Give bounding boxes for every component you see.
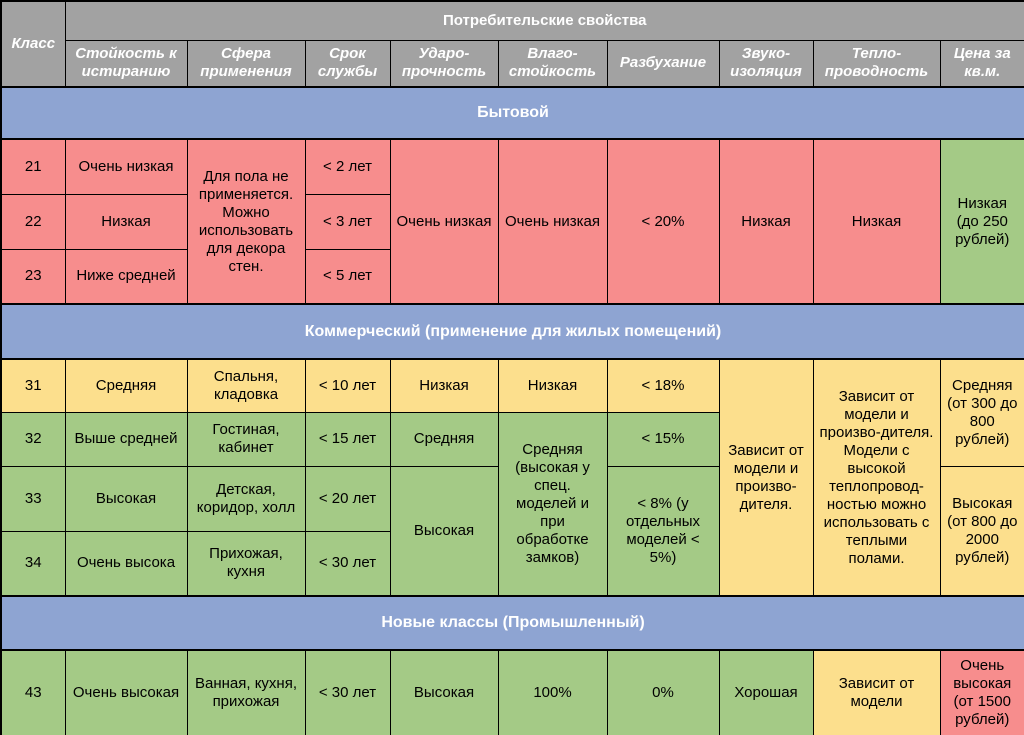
- cell-r34-lifespan: < 30 лет: [304, 530, 391, 597]
- table-row: 21 Очень низкая Для пола не применяется.…: [0, 138, 1024, 305]
- header-group-consumer-properties: Потребительские свойства: [64, 0, 1024, 41]
- header-col-abrasion: Стойкость к истиранию: [64, 39, 188, 88]
- cell-r32-moisture: Средняя (высокая у спец. моделей и при о…: [497, 411, 608, 597]
- cell-r31-class: 31: [0, 358, 66, 413]
- cell-r32-lifespan: < 15 лет: [304, 411, 391, 467]
- cell-r33-scope: Детская, коридор, холл: [186, 465, 306, 532]
- cell-r32-scope: Гостиная, кабинет: [186, 411, 306, 467]
- section-row-commercial: Коммерческий (применение для жилых помещ…: [0, 303, 1024, 360]
- table-row: 43 Очень высокая Ванная, кухня, прихожая…: [0, 649, 1024, 735]
- cell-r21-swelling: < 20%: [606, 138, 720, 305]
- cell-r43-sound: Хорошая: [718, 649, 814, 735]
- cell-r32-impact: Средняя: [389, 411, 499, 467]
- cell-r21-thermal: Низкая: [812, 138, 941, 305]
- cell-r31-scope: Спальня, кладовка: [186, 358, 306, 413]
- header-col-sound: Звуко-изоляция: [718, 39, 814, 88]
- header-class: Класс: [0, 0, 66, 88]
- section-row-industrial: Новые классы (Промышленный): [0, 595, 1024, 651]
- cell-r33-abrasion: Высокая: [64, 465, 188, 532]
- cell-r31-sound: Зависит от модели и произво-дителя.: [718, 358, 814, 597]
- table-row: 34 Очень высока Прихожая, кухня < 30 лет: [0, 530, 1024, 597]
- cell-r33-price: Высокая (от 800 до 2000 рублей): [939, 465, 1024, 597]
- cell-r43-thermal: Зависит от модели: [812, 649, 941, 735]
- cell-r43-scope: Ванная, кухня, прихожая: [186, 649, 306, 735]
- cell-r43-impact: Высокая: [389, 649, 499, 735]
- cell-r34-class: 34: [0, 530, 66, 597]
- cell-r31-abrasion: Средняя: [64, 358, 188, 413]
- cell-r21-moisture: Очень низкая: [497, 138, 608, 305]
- cell-r21-abrasion: Очень низкая: [64, 138, 188, 195]
- header-col-thermal: Тепло-проводность: [812, 39, 941, 88]
- section-row-household: Бытовой: [0, 86, 1024, 140]
- cell-r34-abrasion: Очень высока: [64, 530, 188, 597]
- cell-r34-scope: Прихожая, кухня: [186, 530, 306, 597]
- header-row-group: Класс Потребительские свойства: [0, 0, 1024, 88]
- cell-r43-swelling: 0%: [606, 649, 720, 735]
- cell-r22-class: 22: [0, 193, 66, 250]
- cell-r33-impact: Высокая: [389, 465, 499, 597]
- header-row-columns: Стойкость к истиранию Сфера применения С…: [1, 39, 1024, 88]
- cell-r43-moisture: 100%: [497, 649, 608, 735]
- cell-r31-thermal: Зависит от модели и произво-дителя. Моде…: [812, 358, 941, 597]
- table-row: 31 Средняя Спальня, кладовка < 10 лет Ни…: [0, 358, 1024, 597]
- cell-r22-lifespan: < 3 лет: [304, 193, 391, 250]
- cell-r33-lifespan: < 20 лет: [304, 465, 391, 532]
- cell-r21-impact: Очень низкая: [389, 138, 499, 305]
- cell-r22-abrasion: Низкая: [64, 193, 188, 250]
- cell-r43-lifespan: < 30 лет: [304, 649, 391, 735]
- cell-r21-class: 21: [0, 138, 66, 195]
- cell-r32-swelling: < 15%: [606, 411, 720, 467]
- cell-r31-lifespan: < 10 лет: [304, 358, 391, 413]
- table-row: 22 Низкая < 3 лет: [0, 193, 1024, 250]
- cell-r31-moisture: Низкая: [497, 358, 608, 413]
- table-row: 23 Ниже средней < 5 лет: [0, 248, 1024, 305]
- table-row: 33 Высокая Детская, коридор, холл < 20 л…: [0, 465, 1024, 597]
- cell-r23-abrasion: Ниже средней: [64, 248, 188, 305]
- cell-r32-abrasion: Выше средней: [64, 411, 188, 467]
- table-row: 32 Выше средней Гостиная, кабинет < 15 л…: [0, 411, 1024, 597]
- cell-r33-class: 33: [0, 465, 66, 532]
- header-col-moisture: Влаго-стойкость: [497, 39, 608, 88]
- cell-r23-class: 23: [0, 248, 66, 305]
- cell-r21-price: Низкая (до 250 рублей): [939, 138, 1024, 305]
- cell-r21-lifespan: < 2 лет: [304, 138, 391, 195]
- cell-r21-scope: Для пола не применяется. Можно использов…: [186, 138, 306, 305]
- cell-r31-swelling: < 18%: [606, 358, 720, 413]
- cell-r33-swelling: < 8% (у отдельных моделей < 5%): [606, 465, 720, 597]
- cell-r23-lifespan: < 5 лет: [304, 248, 391, 305]
- cell-r31-impact: Низкая: [389, 358, 499, 413]
- header-col-price: Цена за кв.м.: [939, 39, 1024, 88]
- section-band-commercial: Коммерческий (применение для жилых помещ…: [0, 303, 1024, 360]
- header-col-impact: Ударо-прочность: [389, 39, 499, 88]
- cell-r32-class: 32: [0, 411, 66, 467]
- cell-r43-abrasion: Очень высокая: [64, 649, 188, 735]
- section-band-household: Бытовой: [0, 86, 1024, 140]
- header-col-swelling: Разбухание: [606, 39, 720, 88]
- header-col-scope: Сфера применения: [186, 39, 306, 88]
- cell-r21-sound: Низкая: [718, 138, 814, 305]
- header-col-lifespan: Срок службы: [304, 39, 391, 88]
- cell-r31-price: Средняя (от 300 до 800 рублей): [939, 358, 1024, 467]
- section-band-industrial: Новые классы (Промышленный): [0, 595, 1024, 651]
- cell-r43-price: Очень высокая (от 1500 рублей): [939, 649, 1024, 735]
- cell-r43-class: 43: [0, 649, 66, 735]
